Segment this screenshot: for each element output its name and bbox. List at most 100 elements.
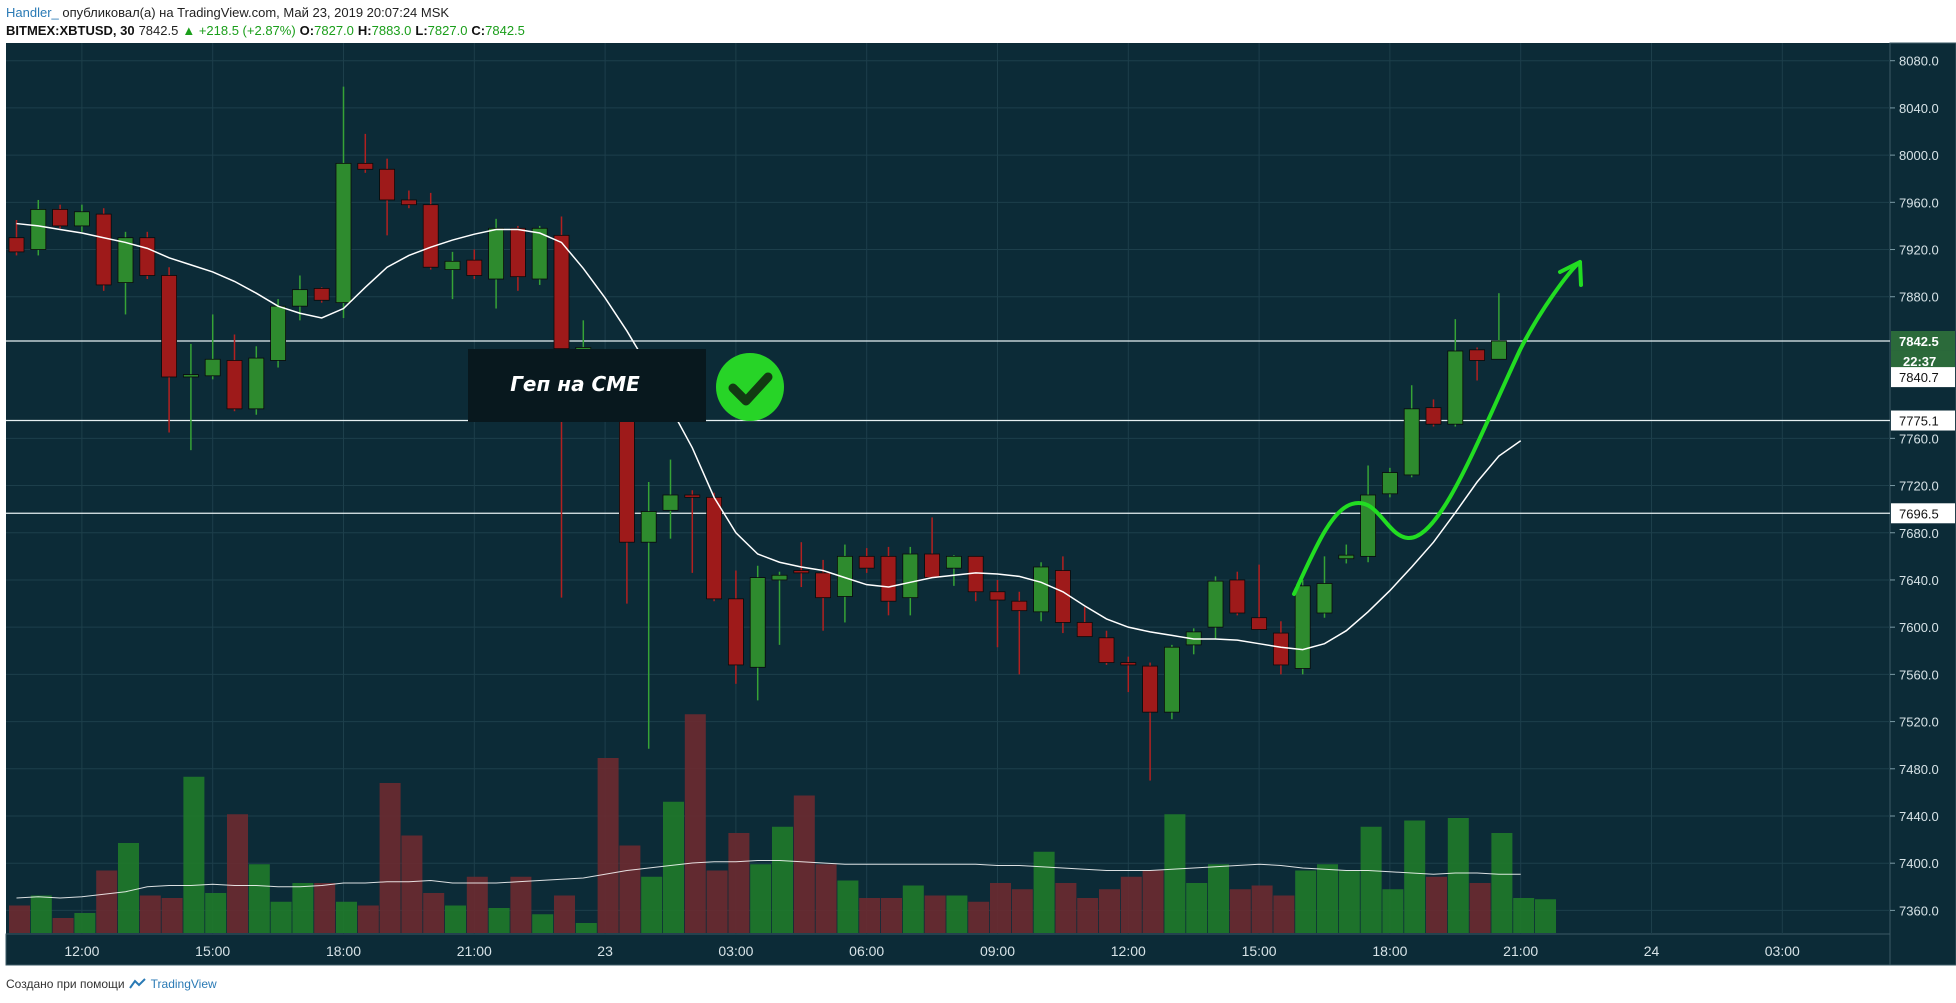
- low-value: 7827.0: [427, 23, 468, 38]
- volume-bar: [292, 883, 314, 933]
- time-tick-label: 24: [1644, 943, 1660, 959]
- author-link[interactable]: Handler_: [6, 5, 59, 20]
- candle: [74, 204, 90, 232]
- volume-bar: [990, 883, 1011, 933]
- candle-body: [248, 357, 265, 410]
- candle: [509, 225, 526, 291]
- candle: [1382, 467, 1398, 498]
- open-label: O:: [299, 23, 315, 38]
- candle: [793, 542, 810, 588]
- candle: [1425, 399, 1442, 427]
- price-tick-labels: 8080.0 8040.0 8000.0 7960.0 7920.0 7880.0 7760…: [1890, 54, 1939, 918]
- volume-bar: [1360, 826, 1382, 933]
- price-tick-label: 7600.0: [1899, 620, 1939, 635]
- close-value: 7842.5: [485, 23, 525, 38]
- volume-bar: [423, 893, 445, 933]
- time-tick-label: 09:00: [980, 943, 1015, 959]
- volume-bar: [248, 864, 270, 933]
- volume-bar: [1535, 899, 1556, 933]
- volume-bar: [1469, 883, 1491, 933]
- volume-bar: [139, 895, 161, 933]
- volume-bar: [532, 914, 554, 933]
- chart-header: Handler_ опубликовал(а) на TradingView.c…: [6, 4, 529, 40]
- candlestick-chart[interactable]: 8080.0 8040.0 8000.0 7960.0 7920.0 7880.0 7760…: [0, 0, 1956, 975]
- price-tick-label: 7560.0: [1899, 667, 1939, 682]
- volume-bar: [1404, 820, 1426, 933]
- candle: [182, 343, 199, 451]
- candle-body: [619, 417, 635, 543]
- volume-bar: [1142, 870, 1164, 933]
- candle-body: [880, 555, 897, 602]
- footer-brand[interactable]: TradingView: [150, 977, 217, 991]
- volume-bar: [466, 876, 488, 933]
- price-change: ▲ +218.5 (+2.87%): [182, 23, 296, 38]
- candle: [1403, 385, 1420, 478]
- volume-bar: [488, 908, 510, 933]
- volume-bar: [554, 895, 575, 933]
- volume-bar: [881, 898, 902, 933]
- candle: [30, 199, 47, 256]
- moving-average-polyline: [16, 222, 1522, 651]
- volume-bar: [401, 835, 423, 933]
- symbol-name: BITMEX:XBTUSD, 30: [6, 23, 135, 38]
- volume-bar: [619, 845, 641, 933]
- candle-body: [662, 494, 679, 511]
- candle: [204, 314, 221, 380]
- level-price-label: 7696.5: [1899, 506, 1939, 521]
- candle: [967, 555, 984, 602]
- volume-bar: [968, 901, 990, 933]
- countdown-tag: [1891, 350, 1955, 371]
- candle-body: [226, 360, 243, 410]
- gap-annotation: Геп на CME: [468, 349, 784, 422]
- candle: [1142, 662, 1158, 781]
- volume-bar: [1513, 898, 1535, 933]
- price-tick-label: 7920.0: [1899, 243, 1939, 258]
- time-tick-label: 03:00: [1765, 943, 1800, 959]
- candle-body: [728, 598, 744, 666]
- candle-body: [444, 260, 461, 270]
- volume-bar: [314, 883, 336, 933]
- price-tick-label: 7960.0: [1899, 195, 1939, 210]
- price-tick-label: 8080.0: [1899, 54, 1939, 69]
- candle: [619, 414, 635, 604]
- candle: [1294, 579, 1311, 675]
- candle-body: [815, 572, 831, 599]
- candle-body: [8, 237, 25, 253]
- volume-bar: [1491, 833, 1513, 933]
- candle-body: [1425, 407, 1442, 425]
- forecast-arrowhead: [1558, 260, 1583, 287]
- volume-bar: [30, 895, 52, 933]
- time-tick-label: 12:00: [1111, 943, 1146, 959]
- candle-body: [1294, 585, 1311, 669]
- level-price-tag: [1891, 410, 1955, 431]
- price-tick-label: 7360.0: [1899, 903, 1939, 918]
- candle: [248, 346, 265, 415]
- candle: [706, 492, 722, 602]
- price-tick-label: 7400.0: [1899, 856, 1939, 871]
- candle-body: [684, 494, 701, 498]
- volume-bar: [793, 795, 815, 933]
- candle: [1338, 544, 1355, 564]
- candle-body: [531, 227, 548, 280]
- candle: [837, 544, 853, 623]
- volume-bar: [1164, 814, 1186, 933]
- volume-bar: [837, 880, 859, 933]
- price-tick-label: 7520.0: [1899, 715, 1939, 730]
- price-tick-label: 7720.0: [1899, 479, 1939, 494]
- candle: [466, 249, 483, 280]
- footer: Создано при помощи TradingView: [6, 977, 217, 991]
- candle-body: [1011, 600, 1028, 612]
- price-tick-label: 7440.0: [1899, 809, 1939, 824]
- candle-body: [1033, 566, 1049, 613]
- time-axis[interactable]: [5, 933, 1891, 966]
- volume-bar: [445, 905, 466, 933]
- candle: [1164, 644, 1180, 720]
- time-tick-label: 12:00: [64, 943, 99, 959]
- volume-bar: [684, 714, 706, 933]
- candle-body: [749, 577, 766, 668]
- candle-body: [52, 208, 68, 227]
- volume-bar: [1055, 883, 1077, 933]
- volume-bar: [1426, 876, 1447, 933]
- volume-bar: [1317, 864, 1338, 933]
- volume-bar: [52, 918, 74, 933]
